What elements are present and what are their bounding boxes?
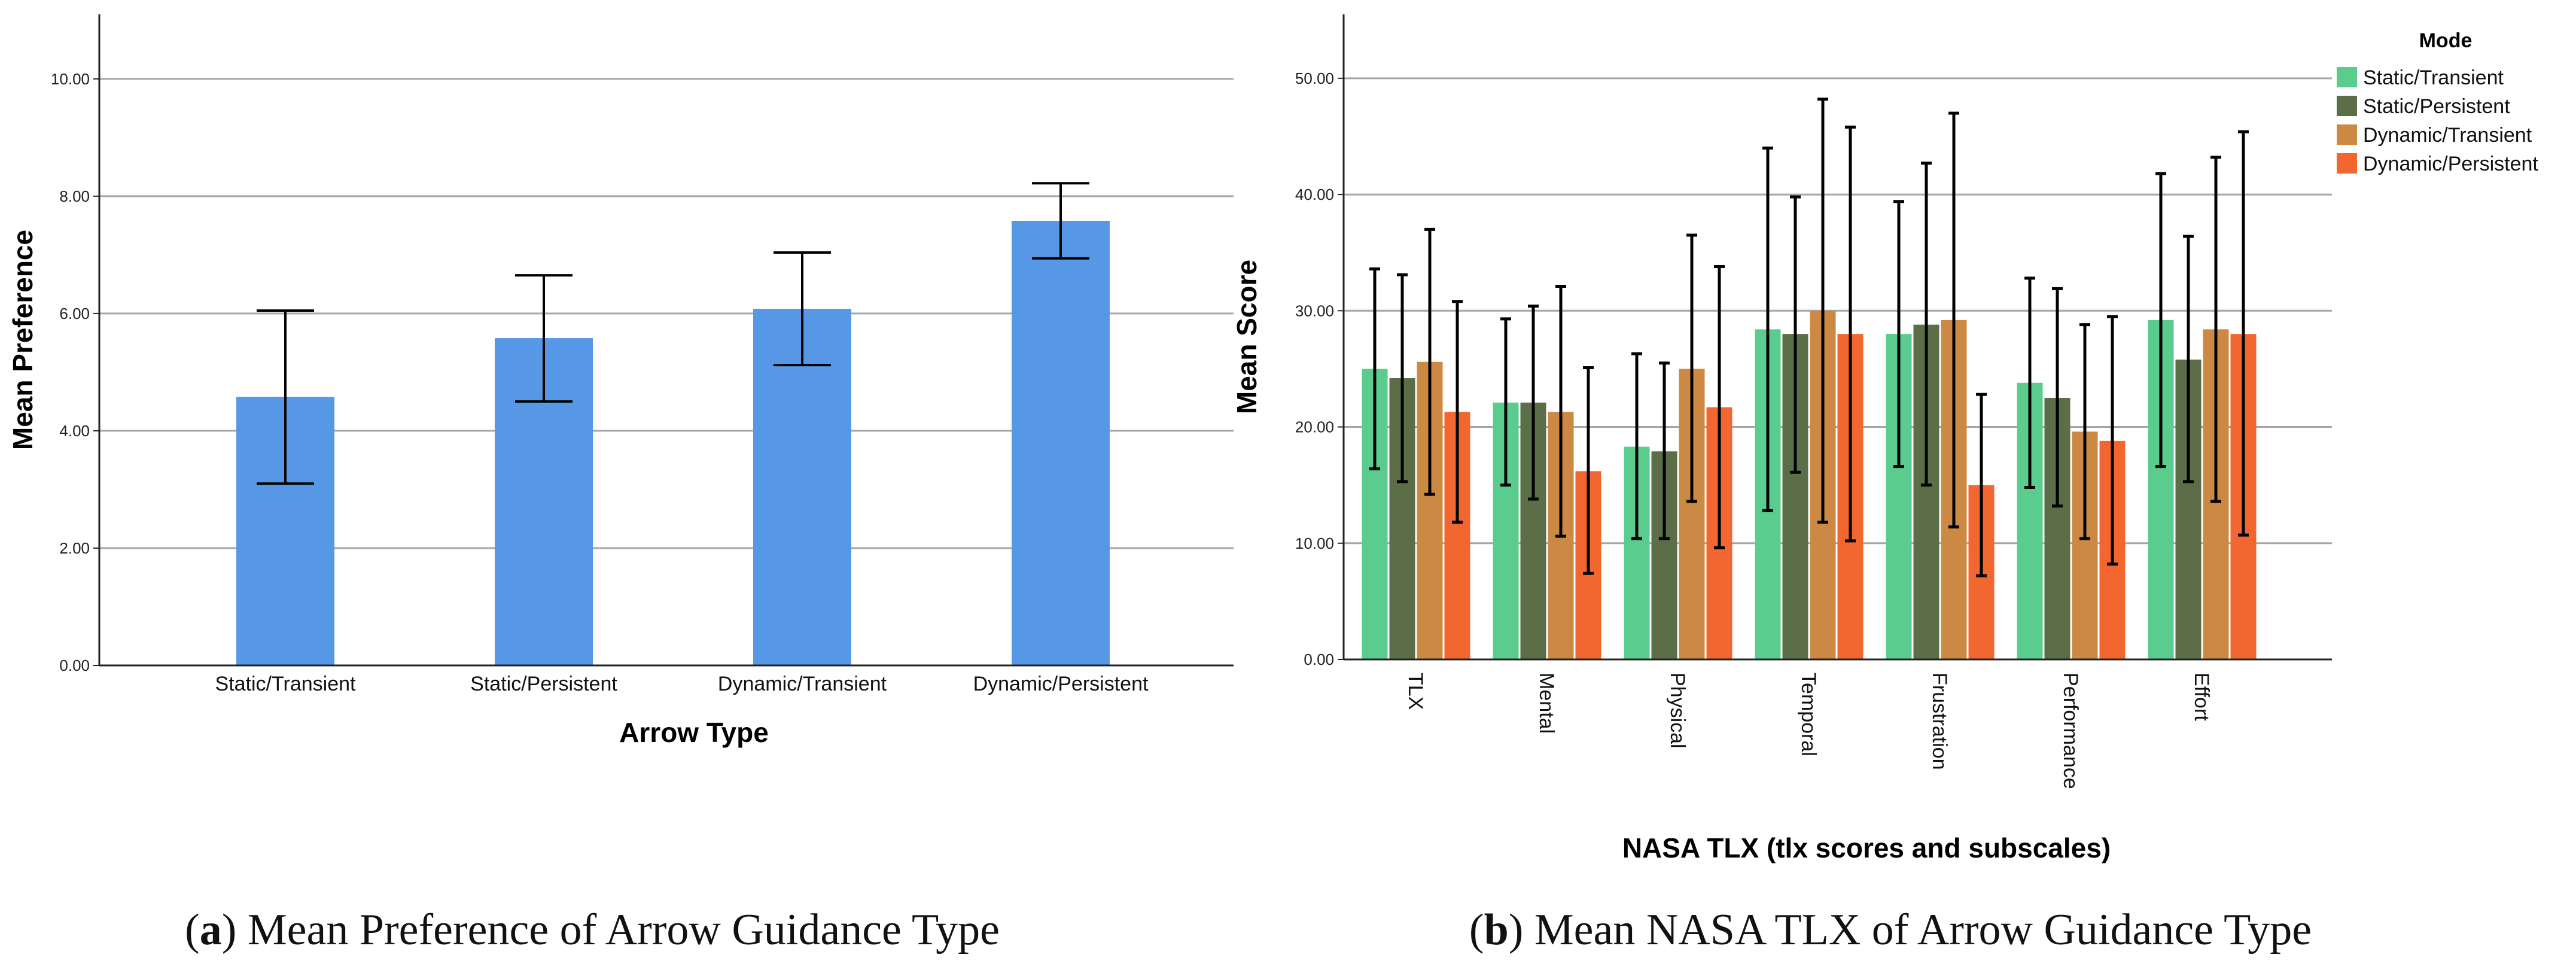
chart-a-error-bars: [257, 182, 1089, 485]
error-bar-mental-static-transient: [1500, 317, 1511, 487]
error-bar-tlx-static-persistent: [1397, 273, 1408, 484]
error-bar-tlx-dynamic-transient: [1424, 227, 1435, 496]
legend-label: Dynamic/Persistent: [2363, 153, 2538, 175]
x-tick-label-static-transient: Static/Transient: [215, 673, 356, 695]
legend-swatch: [2337, 67, 2357, 87]
chart-b-x-ticks: TLX Mental Physical Temporal Frustration Perf…: [1404, 673, 2213, 789]
x-tick-label-dynamic-transient: Dynamic/Transient: [718, 673, 887, 695]
y-tick-label: 8.00: [59, 187, 90, 205]
chart-a-panel-letter: a: [200, 905, 222, 954]
x-tick-label-performance: Performance: [2059, 673, 2082, 789]
legend-label: Static/Transient: [2363, 66, 2504, 89]
error-bar-frustration-dynamic-transient: [1948, 111, 1959, 529]
error-bar-temporal-dynamic-transient: [1817, 98, 1828, 524]
error-bar-effort-static-persistent: [2183, 235, 2194, 484]
error-bar-mental-dynamic-transient: [1555, 285, 1566, 538]
y-tick-label: 30.00: [1295, 302, 1334, 320]
error-bar-dynamic-persistent: [1032, 182, 1089, 260]
error-bar-temporal-static-persistent: [1790, 195, 1801, 474]
x-tick-label-mental: Mental: [1535, 673, 1558, 734]
chart-b-y-ticks: 0.00 10.00 20.00 30.00 40.00 50.00: [1295, 69, 1344, 668]
error-bar-physical-dynamic-persistent: [1714, 264, 1725, 550]
x-tick-label-physical: Physical: [1666, 673, 1689, 749]
legend-item-dynamic-transient: Dynamic/Transient: [2337, 124, 2532, 147]
chart-b-legend: Mode Static/Transient Static/Persistent Dy…: [2337, 29, 2538, 175]
x-tick-label-tlx: TLX: [1404, 673, 1427, 710]
legend-item-static-transient: Static/Transient: [2337, 66, 2504, 89]
error-bar-static-transient: [257, 309, 314, 485]
chart-a-caption: (a) Mean Preference of Arrow Guidance Ty…: [185, 905, 1000, 954]
chart-a-caption-text: Mean Preference of Arrow Guidance Type: [248, 905, 1000, 954]
y-tick-label: 40.00: [1295, 186, 1334, 203]
error-bar-performance-dynamic-transient: [2079, 323, 2090, 540]
error-bar-effort-dynamic-transient: [2210, 156, 2221, 503]
x-tick-label-dynamic-persistent: Dynamic/Persistent: [973, 673, 1149, 695]
error-bar-dynamic-transient: [774, 251, 831, 367]
error-bar-frustration-dynamic-persistent: [1976, 393, 1987, 577]
error-bar-physical-static-persistent: [1659, 361, 1670, 540]
error-bar-performance-static-persistent: [2052, 287, 2063, 508]
y-tick-label: 6.00: [59, 305, 90, 323]
error-bar-frustration-static-transient: [1893, 200, 1904, 469]
legend-title: Mode: [2419, 29, 2473, 52]
legend-label: Static/Persistent: [2363, 95, 2510, 118]
bar-dynamic-transient: [753, 309, 851, 665]
chart-b-error-bars: [1369, 98, 2249, 577]
error-bar-tlx-static-transient: [1369, 267, 1380, 470]
chart-b-x-axis-label: NASA TLX (tlx scores and subscales): [1622, 832, 2111, 863]
chart-a-bars: [236, 221, 1110, 665]
error-bar-effort-dynamic-persistent: [2238, 130, 2249, 537]
y-tick-label: 50.00: [1295, 69, 1334, 87]
chart-a-y-ticks: 0.00 2.00 4.00 6.00 8.00 10.00: [51, 70, 99, 674]
legend-item-static-persistent: Static/Persistent: [2337, 95, 2510, 118]
legend-swatch: [2337, 96, 2357, 116]
chart-b-caption-text: Mean NASA TLX of Arrow Guidance Type: [1534, 905, 2312, 954]
chart-b-caption: (b) Mean NASA TLX of Arrow Guidance Type: [1469, 905, 2312, 954]
x-tick-label-temporal: Temporal: [1797, 673, 1820, 756]
chart-a: 0.00 2.00 4.00 6.00 8.00 10.00 Static/Transie…: [7, 14, 1234, 954]
chart-b-bars: [1362, 311, 2257, 659]
error-bar-static-persistent: [515, 274, 573, 403]
error-bar-performance-static-transient: [2024, 276, 2035, 489]
y-tick-label: 0.00: [59, 656, 90, 674]
error-bar-mental-static-persistent: [1528, 305, 1539, 501]
chart-a-y-axis-label: Mean Preference: [7, 230, 38, 450]
y-tick-label: 4.00: [59, 422, 90, 440]
chart-b: 0.00 10.00 20.00 30.00 40.00 50.00 TLX Mental P…: [1231, 14, 2538, 954]
y-tick-label: 20.00: [1295, 418, 1334, 436]
error-bar-effort-static-transient: [2155, 172, 2166, 469]
legend-swatch: [2337, 153, 2357, 174]
chart-a-x-ticks: Static/Transient Static/Persistent Dynamic…: [215, 673, 1149, 695]
error-bar-tlx-dynamic-persistent: [1452, 300, 1463, 524]
error-bar-physical-dynamic-transient: [1686, 233, 1697, 503]
y-tick-label: 0.00: [1304, 650, 1334, 668]
error-bar-physical-static-transient: [1631, 352, 1642, 540]
legend-label: Dynamic/Transient: [2363, 124, 2532, 147]
error-bar-performance-dynamic-persistent: [2107, 315, 2118, 566]
x-tick-label-effort: Effort: [2190, 673, 2213, 721]
legend-swatch: [2337, 124, 2357, 145]
y-tick-label: 2.00: [59, 539, 90, 557]
chart-b-y-axis-label: Mean Score: [1231, 260, 1262, 414]
x-tick-label-frustration: Frustration: [1928, 673, 1951, 770]
error-bar-temporal-static-transient: [1762, 146, 1773, 512]
error-bar-mental-dynamic-persistent: [1583, 366, 1594, 575]
error-bar-frustration-static-persistent: [1921, 162, 1932, 487]
legend-item-dynamic-persistent: Dynamic/Persistent: [2337, 153, 2538, 175]
x-tick-label-static-persistent: Static/Persistent: [470, 673, 617, 695]
bar-dynamic-persistent: [1012, 221, 1110, 665]
chart-b-panel-letter: b: [1484, 905, 1509, 954]
error-bar-temporal-dynamic-persistent: [1845, 125, 1856, 543]
chart-a-x-axis-label: Arrow Type: [619, 717, 769, 748]
y-tick-label: 10.00: [51, 70, 90, 88]
y-tick-label: 10.00: [1295, 534, 1334, 552]
